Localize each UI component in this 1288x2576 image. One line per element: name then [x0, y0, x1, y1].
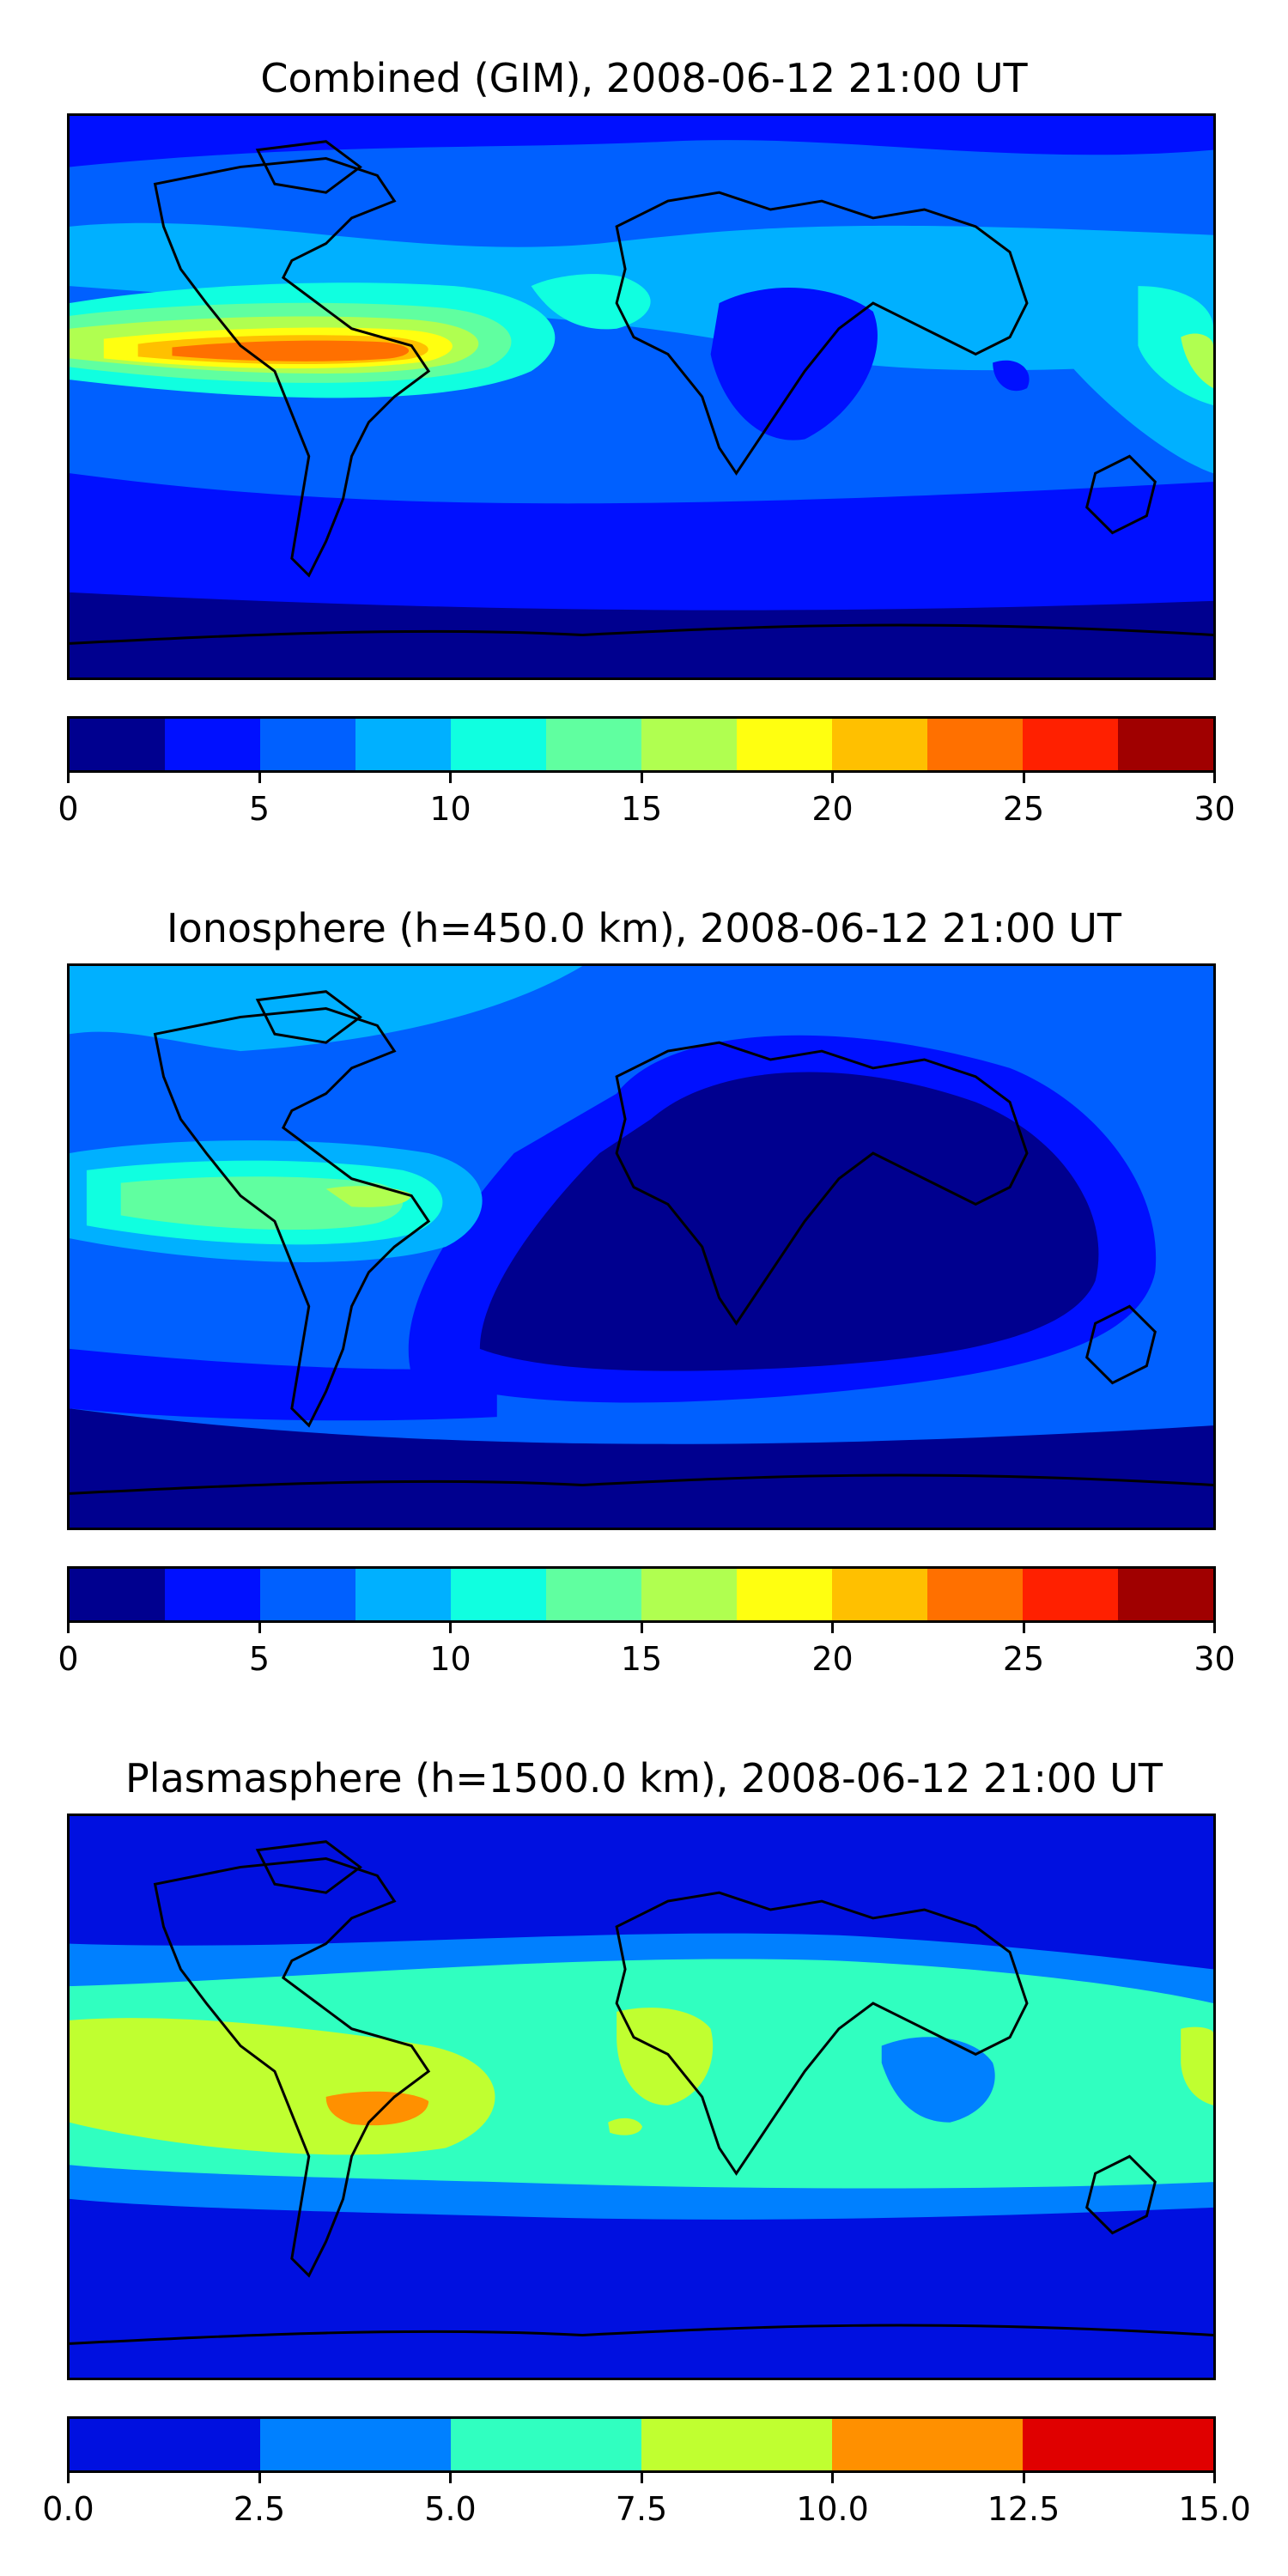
colorbar-segment	[641, 2419, 832, 2470]
colorbar-ionosphere	[67, 1566, 1216, 1623]
colorbar-segment	[355, 719, 451, 770]
colorbar-tick-label: 25	[1002, 790, 1045, 828]
coastlines-plasmasphere	[70, 1840, 1213, 2345]
colorbar-segment	[832, 719, 927, 770]
colorbar-segment	[70, 1569, 165, 1620]
colorbar-tick-label: 0.0	[42, 2490, 94, 2528]
colorbar-tick-label: 5.0	[424, 2490, 477, 2528]
panel-title-combined: Combined (GIM), 2008-06-12 21:00 UT	[260, 55, 1028, 101]
colorbar-tick-label: 0	[58, 1640, 79, 1678]
colorbar-segment	[737, 1569, 832, 1620]
colorbar-tick-label: 30	[1194, 1640, 1236, 1678]
colorbar-tick-label: 2.5	[233, 2490, 286, 2528]
panel-title-plasmasphere: Plasmasphere (h=1500.0 km), 2008-06-12 2…	[125, 1755, 1163, 1801]
colorbar-segment	[355, 1569, 451, 1620]
colorbar-segment	[832, 2419, 1023, 2470]
colorbar-tick	[258, 1623, 261, 1633]
colorbar-segment	[1118, 1569, 1213, 1620]
colorbar-segment	[70, 719, 165, 770]
colorbar-tick-label: 5	[248, 1640, 270, 1678]
colorbar-tick	[1213, 1623, 1216, 1633]
colorbar-segment	[927, 719, 1023, 770]
panel-title-ionosphere: Ionosphere (h=450.0 km), 2008-06-12 21:0…	[167, 905, 1121, 951]
colorbar-tick-label: 7.5	[615, 2490, 668, 2528]
colorbar-tick	[449, 2473, 452, 2483]
colorbar-tick-label: 0	[58, 790, 79, 828]
colorbar-tick	[258, 773, 261, 783]
colorbar-segment	[260, 2419, 451, 2470]
colorbar-combined	[67, 716, 1216, 773]
colorbar-segment	[260, 719, 355, 770]
colorbar-tick	[1022, 1623, 1025, 1633]
colorbar-segment	[546, 1569, 641, 1620]
colorbar-segment	[451, 2419, 641, 2470]
colorbar-tick-label: 15	[620, 1640, 663, 1678]
colorbar-segment	[737, 719, 832, 770]
colorbar-segment	[1023, 2419, 1213, 2470]
colorbar-tick-label: 10	[429, 790, 471, 828]
colorbar-tick	[1213, 773, 1216, 783]
map-combined	[67, 113, 1216, 680]
colorbar-tick	[1022, 773, 1025, 783]
colorbar-segment	[1023, 1569, 1118, 1620]
colorbar-tick	[449, 1623, 452, 1633]
colorbar-segment	[70, 2419, 260, 2470]
colorbar-segment	[165, 719, 260, 770]
map-ionosphere	[67, 963, 1216, 1530]
colorbar-ticks-ionosphere: 0 5 10 15 20 25 30	[58, 1623, 1236, 1678]
colorbar-tick-label: 10.0	[796, 2490, 869, 2528]
colorbar-plasmasphere	[67, 2416, 1216, 2473]
colorbar-tick	[831, 773, 834, 783]
colorbar-tick-label: 25	[1002, 1640, 1045, 1678]
colorbar-ticks-plasmasphere: 0.0 2.5 5.0 7.5 10.0 12.5 15.0	[42, 2473, 1251, 2528]
colorbar-tick-label: 12.5	[987, 2490, 1060, 2528]
colorbar-segment	[1023, 719, 1118, 770]
colorbar-tick	[67, 2473, 70, 2483]
colorbar-segment	[260, 1569, 355, 1620]
colorbar-tick	[258, 2473, 261, 2483]
colorbar-tick	[640, 2473, 643, 2483]
colorbar-ticks-combined: 0 5 10 15 20 25 30	[58, 773, 1236, 828]
coastlines-ionosphere	[70, 990, 1213, 1495]
colorbar-tick-label: 20	[811, 1640, 854, 1678]
colorbar-tick	[1022, 2473, 1025, 2483]
colorbar-segment	[641, 719, 737, 770]
colorbar-tick	[640, 1623, 643, 1633]
colorbar-tick	[1213, 2473, 1216, 2483]
colorbar-tick-label: 15.0	[1178, 2490, 1251, 2528]
colorbar-tick	[831, 2473, 834, 2483]
colorbar-segment	[1118, 719, 1213, 770]
colorbar-segment	[165, 1569, 260, 1620]
map-plasmasphere	[67, 1814, 1216, 2380]
colorbar-segment	[832, 1569, 927, 1620]
colorbar-tick-label: 10	[429, 1640, 471, 1678]
colorbar-segment	[641, 1569, 737, 1620]
colorbar-tick-label: 15	[620, 790, 663, 828]
colorbar-tick-label: 20	[811, 790, 854, 828]
colorbar-tick	[640, 773, 643, 783]
colorbar-tick-label: 30	[1194, 790, 1236, 828]
colorbar-tick	[67, 1623, 70, 1633]
colorbar-segment	[927, 1569, 1023, 1620]
colorbar-tick	[67, 773, 70, 783]
colorbar-tick	[831, 1623, 834, 1633]
colorbar-tick	[449, 773, 452, 783]
colorbar-segment	[451, 719, 546, 770]
colorbar-segment	[546, 719, 641, 770]
colorbar-tick-label: 5	[248, 790, 270, 828]
colorbar-segment	[451, 1569, 546, 1620]
coastlines-combined	[70, 140, 1213, 645]
